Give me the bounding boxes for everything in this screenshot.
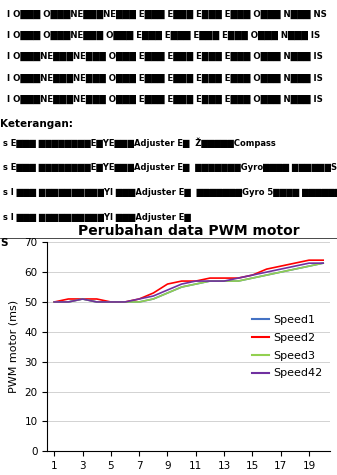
Text: I O███NE███NE███ O███ E███ E███ E███ E███ O███ N███ IS: I O███NE███NE███ O███ E███ E███ E███ E██…	[7, 74, 323, 83]
Text: I O███ O███NE███ O███ E███ E███ E███ E███ O███ N███ IS: I O███ O███NE███ O███ E███ E███ E███ E██…	[7, 31, 320, 40]
Title: Perubahan data PWM motor: Perubahan data PWM motor	[78, 224, 300, 238]
Text: s E███ ████████E█YE███Adjuster E█  Ž█████Compass: s E███ ████████E█YE███Adjuster E█ Ž█████…	[3, 138, 276, 148]
Text: I O███ O███NE███NE███ E███ E███ E███ E███ O███ N███ NS: I O███ O███NE███NE███ E███ E███ E███ E██…	[7, 10, 327, 19]
Text: s I ███ ██████████YI ███Adjuster E█  ███████Gyro 5████ ██████S: s I ███ ██████████YI ███Adjuster E█ ████…	[3, 188, 337, 197]
Text: s I ███ ██████████YI ███Adjuster E█: s I ███ ██████████YI ███Adjuster E█	[3, 213, 191, 221]
Legend: Speed1, Speed2, Speed3, Speed42: Speed1, Speed2, Speed3, Speed42	[250, 313, 325, 380]
Text: s E███ ████████E█YE███Adjuster E█  ███████Gyro████ ██████S: s E███ ████████E█YE███Adjuster E█ ██████…	[3, 162, 337, 171]
Y-axis label: PWM motor (ms): PWM motor (ms)	[9, 300, 19, 393]
Text: Keterangan:: Keterangan:	[0, 119, 73, 129]
Text: S: S	[0, 238, 7, 247]
Text: I O███NE███NE███ O███ E███ E███ E███ E███ O███ N███ IS: I O███NE███NE███ O███ E███ E███ E███ E██…	[7, 95, 323, 104]
Text: I O███NE███NE███ O███ E███ E███ E███ E███ O███ N███ IS: I O███NE███NE███ O███ E███ E███ E███ E██…	[7, 52, 323, 61]
